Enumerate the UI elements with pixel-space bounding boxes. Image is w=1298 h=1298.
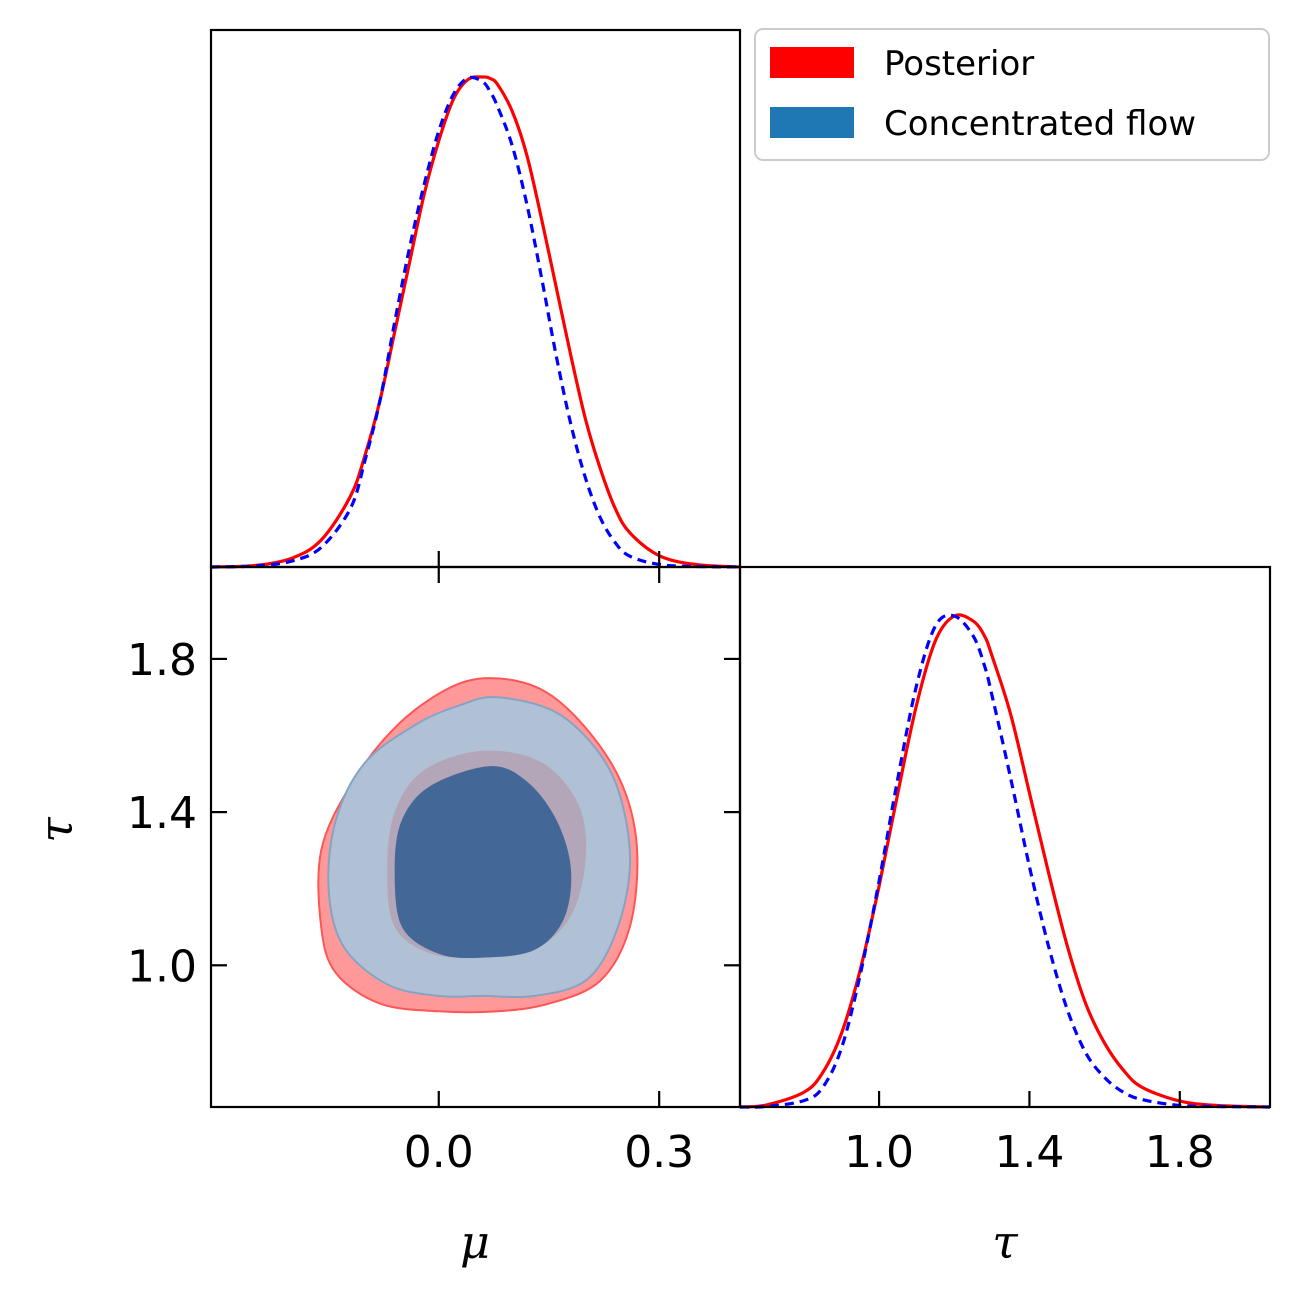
legend-label: Concentrated flow (884, 104, 1196, 144)
mu-axis-label: μ (460, 1215, 490, 1269)
flow-tau-marginal-line (739, 613, 1271, 1109)
tau-y-axis-label: τ (29, 816, 83, 843)
tau-x-axis-label: τ (992, 1215, 1019, 1269)
tau-y-tick-label: 1.8 (127, 635, 197, 686)
mu-tick-label: 0.3 (624, 1127, 694, 1178)
tau-x-tick-label: 1.0 (844, 1127, 914, 1178)
legend-box (754, 28, 1270, 161)
tau-x-tick-label: 1.8 (1145, 1127, 1215, 1178)
legend-swatch (770, 47, 854, 78)
posterior-mu-marginal-line (210, 75, 741, 569)
tau-y-tick-label: 1.0 (127, 941, 197, 992)
legend-swatch (770, 107, 854, 138)
flow-inner-contour (394, 766, 572, 959)
legend-label: Posterior (884, 44, 1034, 84)
tau-y-tick-label: 1.4 (127, 788, 197, 839)
right-panel-frame (738, 565, 1272, 1109)
mu-tick-label: 0.0 (404, 1127, 474, 1178)
tau-x-tick-label: 1.4 (994, 1127, 1064, 1178)
flow-mu-marginal-line (210, 75, 741, 569)
posterior-tau-marginal-line (739, 613, 1271, 1109)
